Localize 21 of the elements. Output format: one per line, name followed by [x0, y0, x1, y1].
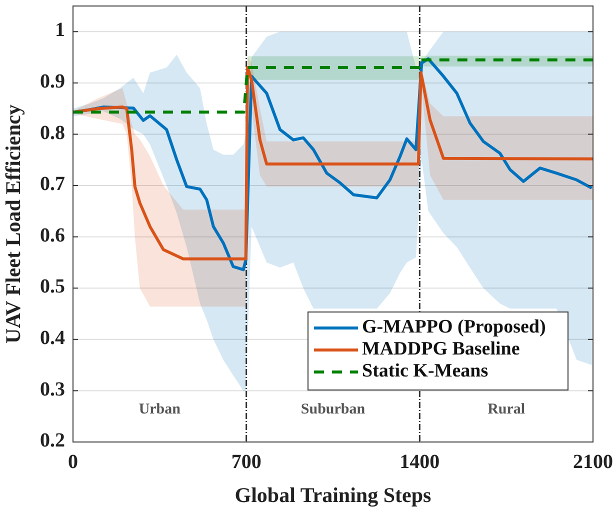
x-axis-title: Global Training Steps — [234, 483, 432, 507]
y-tick-label: 1 — [55, 19, 65, 42]
x-tick-label: 1400 — [400, 451, 440, 473]
y-tick-label: 0.9 — [40, 70, 65, 93]
x-tick-label: 2100 — [573, 451, 613, 473]
y-tick-label: 0.8 — [40, 122, 65, 144]
y-axis-title: UAV Fleet Load Efficiency — [1, 104, 25, 344]
y-tick-label: 0.3 — [40, 378, 65, 400]
y-tick-label: 0.4 — [40, 327, 65, 350]
y-tick-label: 0.2 — [40, 430, 65, 452]
annotation: Rural — [488, 401, 526, 418]
legend-label: G-MAPPO (Proposed) — [362, 316, 546, 338]
annotation: Suburban — [300, 401, 366, 418]
legend-label: Static K-Means — [362, 360, 488, 382]
x-tick-label: 700 — [231, 451, 262, 473]
x-tick-label: 0 — [68, 451, 78, 473]
legend-label: MADDPG Baseline — [362, 338, 520, 360]
y-tick-label: 0.7 — [40, 173, 65, 196]
y-tick-label: 0.6 — [40, 224, 65, 246]
annotation: Urban — [138, 401, 182, 418]
y-tick-label: 0.5 — [40, 276, 65, 298]
